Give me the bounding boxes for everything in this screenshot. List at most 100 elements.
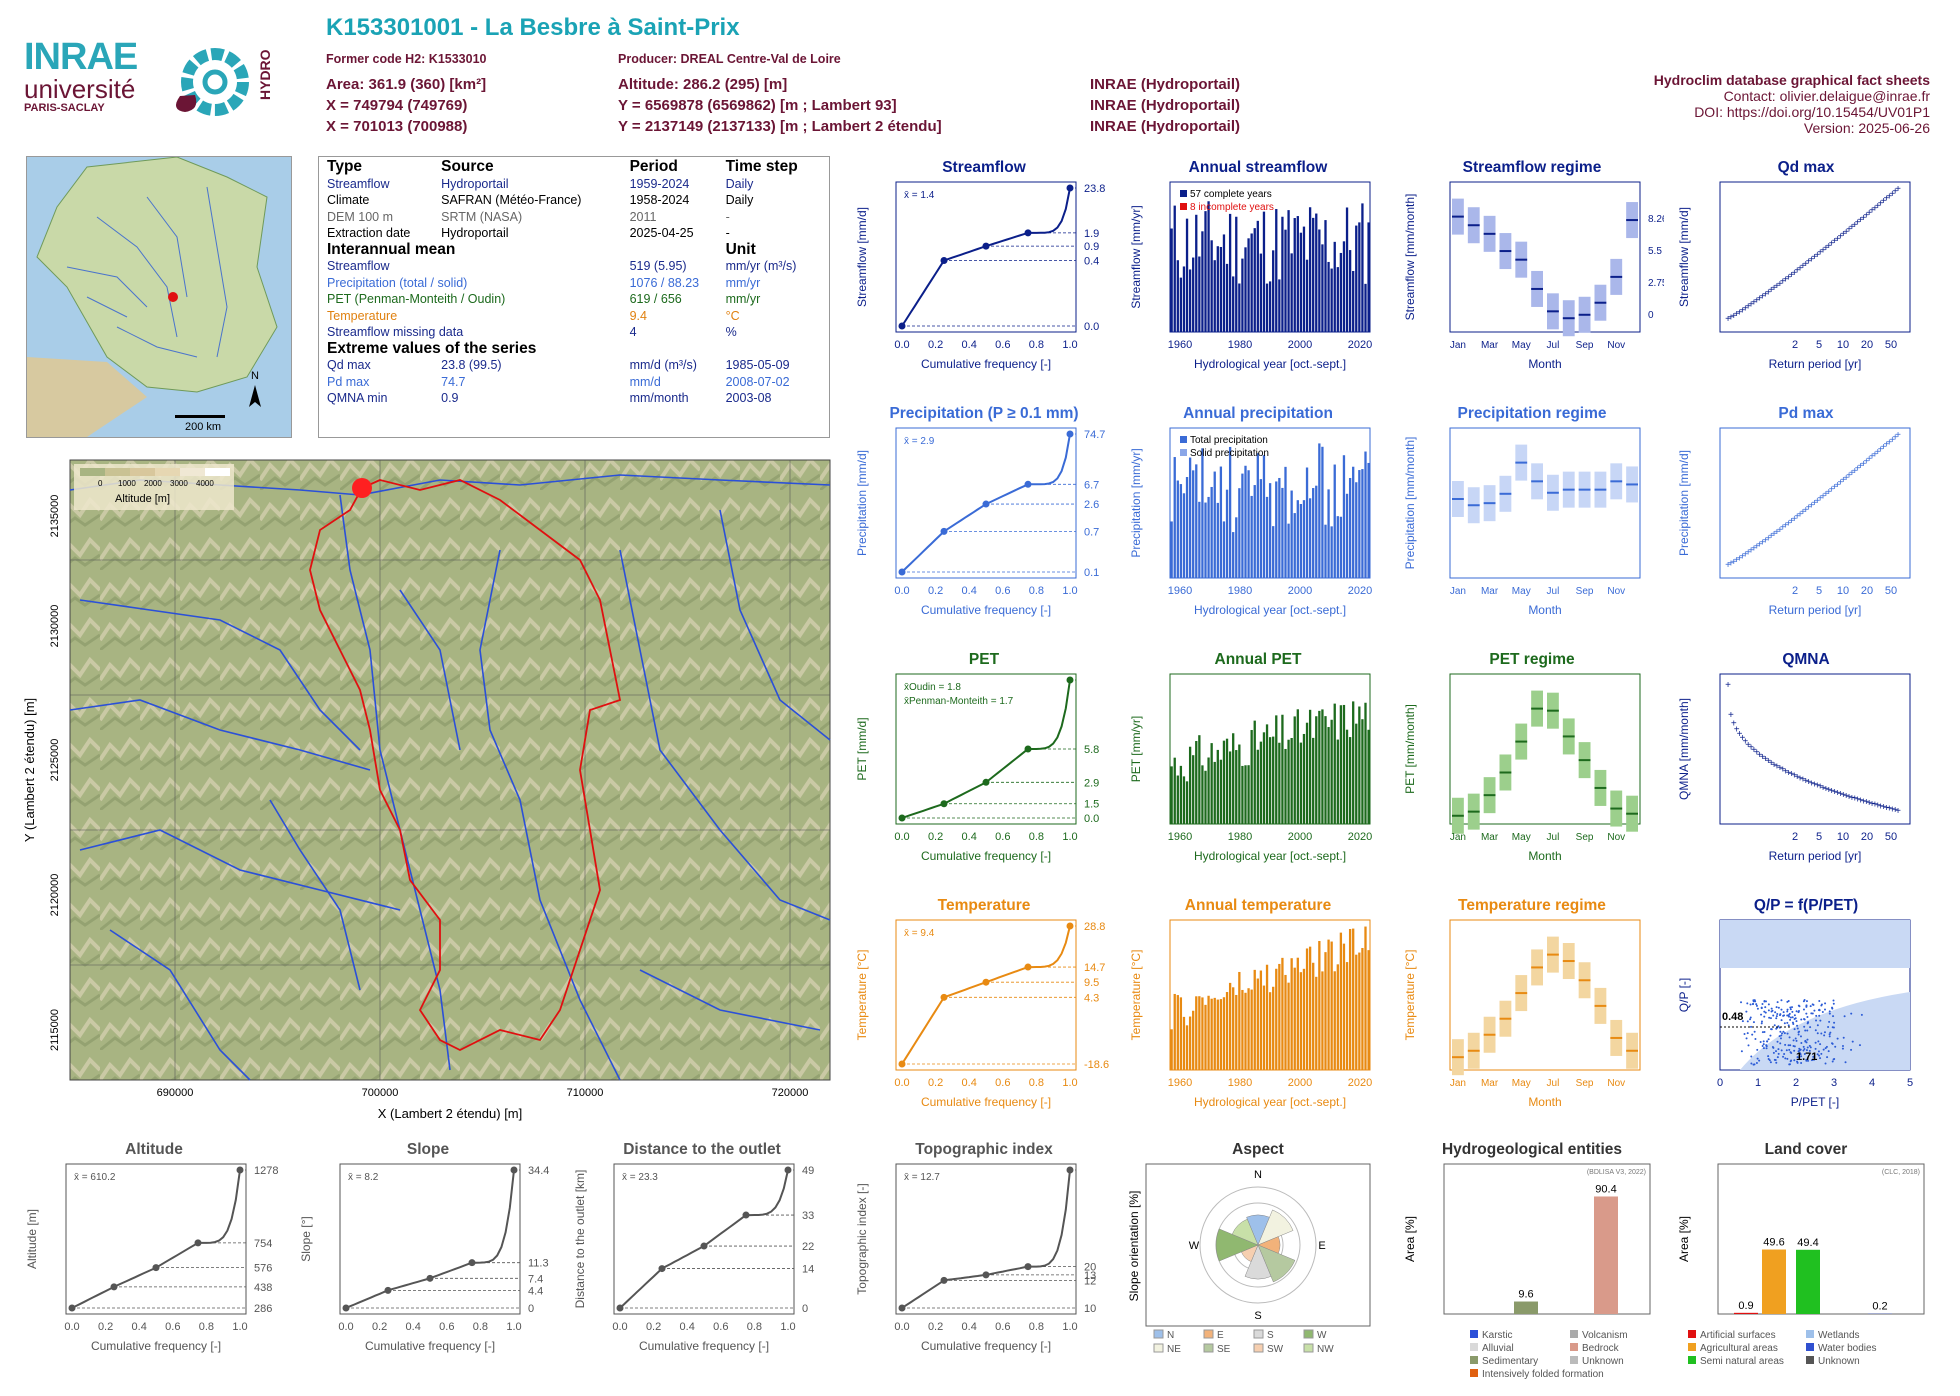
legend-swatch	[1304, 1330, 1313, 1338]
year-bar	[1315, 977, 1317, 1070]
scatter-point	[1745, 1011, 1747, 1013]
scatter-point	[1790, 1017, 1792, 1019]
year-bar	[1260, 742, 1262, 824]
year-bar	[1324, 220, 1326, 332]
scatter-point	[1813, 1010, 1815, 1012]
x-tick-label: 20	[1861, 339, 1873, 351]
year-bar	[1334, 704, 1336, 824]
year-bar	[1281, 217, 1283, 332]
x-tick-label: 1980	[1228, 1077, 1252, 1089]
scatter-point	[1818, 1050, 1820, 1052]
scatter-point	[1763, 1040, 1765, 1042]
scatter-point	[1819, 1043, 1821, 1045]
year-bar	[1291, 738, 1293, 824]
scatter-point	[1800, 1042, 1802, 1044]
source-3: INRAE (Hydroportail)	[1090, 118, 1240, 135]
scatter-point	[1746, 1002, 1748, 1004]
scatter-point	[1754, 1038, 1756, 1040]
legend-label: Unknown	[1582, 1356, 1624, 1367]
svg-text:720000: 720000	[772, 1087, 809, 1099]
quantile-point	[983, 501, 990, 508]
year-bar	[1220, 247, 1222, 332]
year-bar	[1306, 260, 1308, 332]
year-bar	[1331, 269, 1333, 332]
year-bar	[1287, 210, 1289, 332]
x-axis-label: Hydrological year [oct.-sept.]	[1194, 849, 1346, 863]
scatter-point	[1769, 1035, 1771, 1037]
year-bar	[1211, 999, 1213, 1070]
quantile-point	[1025, 964, 1032, 971]
year-bar	[1355, 226, 1357, 332]
x-axis-label: Hydrological year [oct.-sept.]	[1194, 603, 1346, 617]
year-bar	[1349, 737, 1351, 824]
x-tick-label: 0.2	[372, 1321, 387, 1333]
x-tick-label: 5	[1816, 339, 1822, 351]
scatter-point	[1806, 1016, 1808, 1018]
scatter-point	[1786, 1015, 1788, 1017]
year-bar	[1318, 941, 1320, 1070]
year-bar	[1186, 477, 1188, 578]
legend-swatch	[1180, 190, 1187, 197]
plot-frame	[896, 1164, 1076, 1314]
scatter-point	[1780, 1009, 1782, 1011]
right-tick-label: 0	[1648, 310, 1654, 321]
quantile-point	[983, 979, 990, 986]
scatter-point	[1752, 1003, 1754, 1005]
altitude-legend: 0 1000 2000 3000 4000 Altitude [m]	[74, 464, 234, 510]
year-bar	[1223, 741, 1225, 824]
scatter-point	[1764, 1031, 1766, 1033]
x-tick-label: 5	[1816, 585, 1822, 597]
year-bar	[1358, 470, 1360, 578]
year-bar	[1174, 206, 1176, 332]
scatter-point	[1803, 1000, 1805, 1002]
scatter-point	[1756, 1005, 1758, 1007]
x-tick-label: 0.8	[473, 1321, 488, 1333]
scatter-point	[1792, 1022, 1794, 1024]
mean-label: x̄ = 9.4	[904, 928, 935, 939]
quantile-point	[743, 1212, 750, 1219]
scatter-point	[1787, 1009, 1789, 1011]
y-axis-label: Altitude [m]	[25, 1209, 39, 1269]
right-tick-label: 0.0	[1084, 321, 1099, 333]
year-bar	[1229, 447, 1231, 578]
scatter-point	[1786, 1049, 1788, 1051]
scatter-point	[1794, 1018, 1796, 1020]
right-tick-label: 5.5	[1648, 246, 1662, 257]
year-bar	[1260, 254, 1262, 332]
year-bar	[1331, 942, 1333, 1070]
year-bar	[1312, 218, 1314, 332]
scatter-point	[1786, 1010, 1788, 1012]
scatter-point	[1806, 1004, 1808, 1006]
year-bar	[1220, 467, 1222, 578]
scatter-point	[1820, 1053, 1822, 1055]
year-bar	[1334, 971, 1336, 1070]
year-bar	[1177, 776, 1179, 824]
x-tick-label: Sep	[1576, 1078, 1594, 1089]
right-tick-label: 8.26	[1648, 214, 1664, 225]
year-bar	[1189, 458, 1191, 578]
year-bar	[1358, 706, 1360, 824]
scatter-point	[1777, 1001, 1779, 1003]
legend-swatch	[1688, 1343, 1696, 1351]
year-bar	[1198, 996, 1200, 1070]
scatter-point	[1820, 1032, 1822, 1034]
quantile-point	[899, 323, 906, 330]
svg-text:HYDRO: HYDRO	[257, 49, 273, 100]
scatter-point	[1817, 1040, 1819, 1042]
svg-text:200 km: 200 km	[185, 421, 221, 433]
right-tick-label: -18.6	[1084, 1059, 1109, 1071]
scatter-point	[1809, 1045, 1811, 1047]
x-tick-label: 0.6	[995, 1321, 1010, 1333]
year-bar	[1223, 234, 1225, 332]
quantile-point	[1025, 481, 1032, 488]
year-bar	[1186, 781, 1188, 824]
scatter-point	[1798, 1005, 1800, 1007]
scatter-point	[1817, 1024, 1819, 1026]
year-bar	[1281, 958, 1283, 1070]
year-bar	[1309, 207, 1311, 332]
plot-frame	[340, 1164, 520, 1314]
legend-label: Agricultural areas	[1700, 1343, 1778, 1354]
